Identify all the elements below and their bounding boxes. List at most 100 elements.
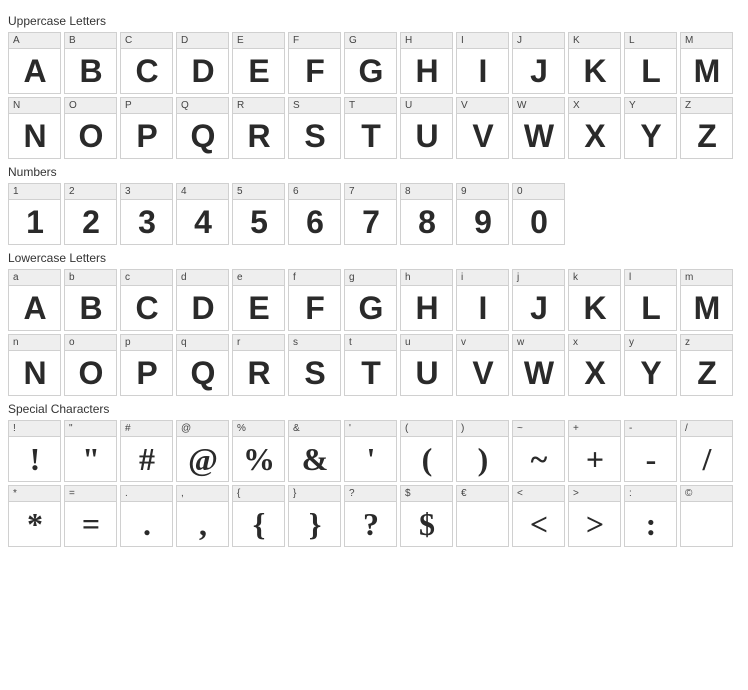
glyph-display: 5: [233, 200, 284, 244]
glyph-display: T: [345, 114, 396, 158]
glyph-cell: LL: [624, 32, 677, 94]
section-title: Uppercase Letters: [8, 14, 740, 28]
glyph-key: q: [177, 335, 228, 351]
glyph-display: }: [289, 502, 340, 546]
glyph-key: ": [65, 421, 116, 437]
glyph-display: 3: [121, 200, 172, 244]
glyph-display: L: [625, 286, 676, 330]
glyph-cell: AA: [8, 32, 61, 94]
glyph-key: m: [681, 270, 732, 286]
glyph-cell: ::: [624, 485, 677, 547]
glyph-display: S: [289, 114, 340, 158]
glyph-display: ?: [345, 502, 396, 546]
glyph-key: P: [121, 98, 172, 114]
glyph-key: 7: [345, 184, 396, 200]
glyph-cell: iI: [456, 269, 509, 331]
glyph-display: #: [121, 437, 172, 481]
glyph-display: T: [345, 351, 396, 395]
glyph-cell: 99: [456, 183, 509, 245]
glyph-display: Z: [681, 351, 732, 395]
glyph-display: :: [625, 502, 676, 546]
glyph-key: %: [233, 421, 284, 437]
glyph-cell: PP: [120, 97, 173, 159]
glyph-cell: gG: [344, 269, 397, 331]
glyph-key: A: [9, 33, 60, 49]
glyph-display: D: [177, 49, 228, 93]
glyph-display: @: [177, 437, 228, 481]
glyph-display: R: [233, 114, 284, 158]
glyph-cell: ==: [64, 485, 117, 547]
glyph-cell: GG: [344, 32, 397, 94]
glyph-key: K: [569, 33, 620, 49]
glyph-key: i: [457, 270, 508, 286]
glyph-key: €: [457, 486, 508, 502]
glyph-display: Z: [681, 114, 732, 158]
glyph-cell: "": [64, 420, 117, 482]
glyph-cell: kK: [568, 269, 621, 331]
glyph-key: 1: [9, 184, 60, 200]
glyph-display: >: [569, 502, 620, 546]
glyph-cell: bB: [64, 269, 117, 331]
glyph-cell: vV: [456, 334, 509, 396]
glyph-key: 2: [65, 184, 116, 200]
glyph-key: k: [569, 270, 620, 286]
glyph-display: H: [401, 286, 452, 330]
glyph-key: <: [513, 486, 564, 502]
glyph-key: T: [345, 98, 396, 114]
glyph-key: @: [177, 421, 228, 437]
glyph-key: H: [401, 33, 452, 49]
glyph-cell: --: [624, 420, 677, 482]
glyph-cell: 44: [176, 183, 229, 245]
glyph-cell: VV: [456, 97, 509, 159]
glyph-key: *: [9, 486, 60, 502]
glyph-key: W: [513, 98, 564, 114]
glyph-cell: sS: [288, 334, 341, 396]
glyph-display: 4: [177, 200, 228, 244]
glyph-key: Q: [177, 98, 228, 114]
glyph-cell: ##: [120, 420, 173, 482]
glyph-cell: oO: [64, 334, 117, 396]
glyph-display: K: [569, 286, 620, 330]
glyph-cell: jJ: [512, 269, 565, 331]
glyph-row: nNoOpPqQrRsStTuUvVwWxXyYzZ: [8, 334, 740, 396]
glyph-cell: ??: [344, 485, 397, 547]
glyph-key: X: [569, 98, 620, 114]
glyph-display: R: [233, 351, 284, 395]
glyph-cell: lL: [624, 269, 677, 331]
glyph-key: F: [289, 33, 340, 49]
glyph-cell: '': [344, 420, 397, 482]
glyph-display: I: [457, 286, 508, 330]
glyph-cell: !!: [8, 420, 61, 482]
glyph-row: 11223344556677889900: [8, 183, 740, 245]
glyph-key: N: [9, 98, 60, 114]
glyph-display: 6: [289, 200, 340, 244]
glyph-display: N: [9, 351, 60, 395]
glyph-row: **==..,,{{}}??$$€<<>>::©: [8, 485, 740, 547]
glyph-display: D: [177, 286, 228, 330]
section-title: Lowercase Letters: [8, 251, 740, 265]
glyph-display: .: [121, 502, 172, 546]
glyph-key: M: [681, 33, 732, 49]
glyph-key: n: [9, 335, 60, 351]
glyph-key: }: [289, 486, 340, 502]
glyph-cell: 00: [512, 183, 565, 245]
glyph-key: J: [513, 33, 564, 49]
glyph-cell: tT: [344, 334, 397, 396]
glyph-cell: 66: [288, 183, 341, 245]
glyph-cell: cC: [120, 269, 173, 331]
glyph-key: &: [289, 421, 340, 437]
glyph-cell: TT: [344, 97, 397, 159]
glyph-display: ~: [513, 437, 564, 481]
glyph-key: ~: [513, 421, 564, 437]
glyph-display: U: [401, 114, 452, 158]
glyph-key: z: [681, 335, 732, 351]
glyph-key: w: [513, 335, 564, 351]
glyph-key: 3: [121, 184, 172, 200]
glyph-key: h: [401, 270, 452, 286]
glyph-display: F: [289, 49, 340, 93]
glyph-display: Y: [625, 351, 676, 395]
glyph-cell: EE: [232, 32, 285, 94]
glyph-display: M: [681, 49, 732, 93]
glyph-cell: @@: [176, 420, 229, 482]
glyph-display: -: [625, 437, 676, 481]
